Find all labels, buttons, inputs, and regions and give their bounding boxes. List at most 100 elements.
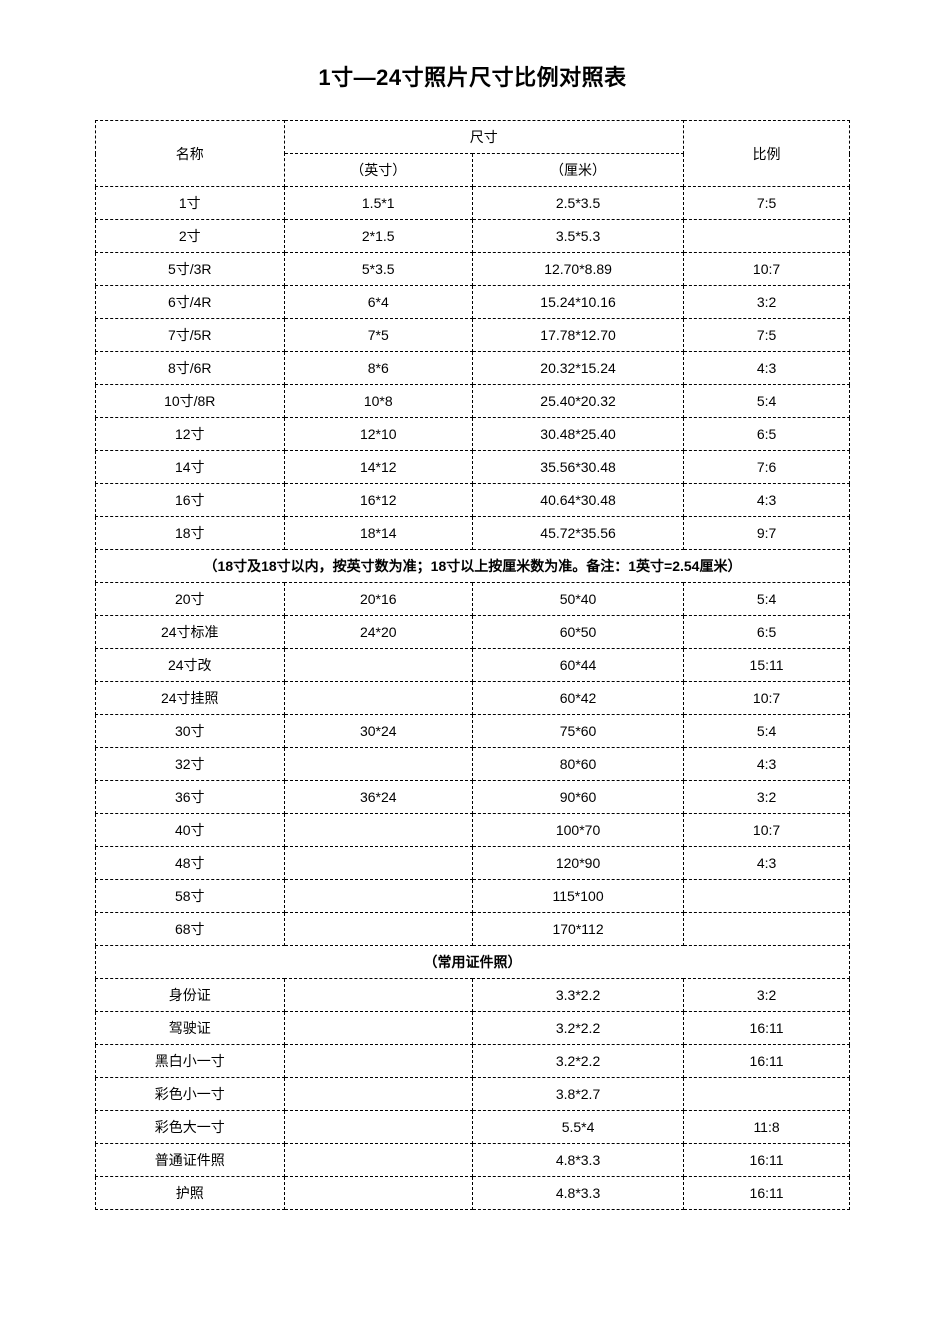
cell-cm: 30.48*25.40 — [473, 418, 684, 451]
cell-ratio: 15:11 — [684, 649, 850, 682]
cell-inch: 7*5 — [284, 319, 473, 352]
cell-ratio: 7:6 — [684, 451, 850, 484]
table-row: 16寸16*1240.64*30.484:3 — [96, 484, 850, 517]
cell-inch: 6*4 — [284, 286, 473, 319]
cell-name: 2寸 — [96, 220, 285, 253]
cell-name: 30寸 — [96, 715, 285, 748]
col-header-cm: （厘米） — [473, 154, 684, 187]
cell-name: 8寸/6R — [96, 352, 285, 385]
page-title: 1寸—24寸照片尺寸比例对照表 — [95, 60, 850, 92]
cell-ratio: 7:5 — [684, 187, 850, 220]
cell-name: 1寸 — [96, 187, 285, 220]
cell-inch — [284, 748, 473, 781]
cell-cm: 20.32*15.24 — [473, 352, 684, 385]
cell-name: 24寸改 — [96, 649, 285, 682]
cell-name: 18寸 — [96, 517, 285, 550]
table-row: 10寸/8R10*825.40*20.325:4 — [96, 385, 850, 418]
table-row: 32寸80*604:3 — [96, 748, 850, 781]
cell-name: 7寸/5R — [96, 319, 285, 352]
cell-name: 黑白小一寸 — [96, 1045, 285, 1078]
cell-inch: 12*10 — [284, 418, 473, 451]
page: 1寸—24寸照片尺寸比例对照表 名称尺寸比例（英寸）（厘米）1寸1.5*12.5… — [0, 0, 945, 1337]
cell-cm: 40.64*30.48 — [473, 484, 684, 517]
cell-inch: 36*24 — [284, 781, 473, 814]
cell-inch: 2*1.5 — [284, 220, 473, 253]
cell-cm: 35.56*30.48 — [473, 451, 684, 484]
cell-ratio: 3:2 — [684, 979, 850, 1012]
table-row: 彩色大一寸5.5*411:8 — [96, 1111, 850, 1144]
table-row: 58寸115*100 — [96, 880, 850, 913]
table-row: 驾驶证3.2*2.216:11 — [96, 1012, 850, 1045]
cell-cm: 60*42 — [473, 682, 684, 715]
cell-ratio: 10:7 — [684, 814, 850, 847]
cell-name: 40寸 — [96, 814, 285, 847]
cell-inch — [284, 1045, 473, 1078]
table-header-row: 名称尺寸比例 — [96, 121, 850, 154]
col-header-size: 尺寸 — [284, 121, 684, 154]
cell-ratio — [684, 913, 850, 946]
cell-inch — [284, 649, 473, 682]
table-row: 黑白小一寸3.2*2.216:11 — [96, 1045, 850, 1078]
cell-inch — [284, 847, 473, 880]
note-row-id-photos-cell: （常用证件照） — [96, 946, 850, 979]
cell-cm: 75*60 — [473, 715, 684, 748]
cell-name: 5寸/3R — [96, 253, 285, 286]
cell-inch — [284, 1078, 473, 1111]
cell-name: 16寸 — [96, 484, 285, 517]
cell-name: 58寸 — [96, 880, 285, 913]
cell-cm: 3.5*5.3 — [473, 220, 684, 253]
cell-inch: 30*24 — [284, 715, 473, 748]
cell-name: 48寸 — [96, 847, 285, 880]
table-row: 1寸1.5*12.5*3.57:5 — [96, 187, 850, 220]
cell-ratio: 4:3 — [684, 748, 850, 781]
cell-inch: 16*12 — [284, 484, 473, 517]
note-row-inch-cm-cell: （18寸及18寸以内，按英寸数为准；18寸以上按厘米数为准。备注：1英寸=2.5… — [96, 550, 850, 583]
cell-inch — [284, 979, 473, 1012]
table-row: 2寸2*1.53.5*5.3 — [96, 220, 850, 253]
cell-inch — [284, 682, 473, 715]
cell-inch — [284, 814, 473, 847]
cell-name: 护照 — [96, 1177, 285, 1210]
cell-name: 彩色小一寸 — [96, 1078, 285, 1111]
note-row-inch-cm: （18寸及18寸以内，按英寸数为准；18寸以上按厘米数为准。备注：1英寸=2.5… — [96, 550, 850, 583]
cell-cm: 4.8*3.3 — [473, 1144, 684, 1177]
table-row: 36寸36*2490*603:2 — [96, 781, 850, 814]
table-row: 48寸120*904:3 — [96, 847, 850, 880]
cell-ratio: 16:11 — [684, 1144, 850, 1177]
col-header-inch: （英寸） — [284, 154, 473, 187]
table-row: 30寸30*2475*605:4 — [96, 715, 850, 748]
cell-ratio: 9:7 — [684, 517, 850, 550]
table-row: 12寸12*1030.48*25.406:5 — [96, 418, 850, 451]
table-row: 彩色小一寸 3.8*2.7 — [96, 1078, 850, 1111]
cell-cm: 170*112 — [473, 913, 684, 946]
table-row: 18寸18*1445.72*35.569:7 — [96, 517, 850, 550]
cell-ratio: 10:7 — [684, 682, 850, 715]
cell-name: 10寸/8R — [96, 385, 285, 418]
table-row: 20寸20*1650*405:4 — [96, 583, 850, 616]
cell-cm: 3.3*2.2 — [473, 979, 684, 1012]
cell-cm: 60*50 — [473, 616, 684, 649]
note-row-id-photos: （常用证件照） — [96, 946, 850, 979]
cell-name: 24寸标准 — [96, 616, 285, 649]
cell-inch: 20*16 — [284, 583, 473, 616]
cell-name: 20寸 — [96, 583, 285, 616]
cell-ratio: 6:5 — [684, 616, 850, 649]
table-row: 7寸/5R7*517.78*12.707:5 — [96, 319, 850, 352]
cell-cm: 100*70 — [473, 814, 684, 847]
cell-cm: 60*44 — [473, 649, 684, 682]
cell-ratio: 16:11 — [684, 1177, 850, 1210]
cell-ratio: 10:7 — [684, 253, 850, 286]
cell-ratio — [684, 1078, 850, 1111]
cell-inch — [284, 1144, 473, 1177]
cell-ratio: 5:4 — [684, 385, 850, 418]
cell-cm: 3.8*2.7 — [473, 1078, 684, 1111]
cell-cm: 90*60 — [473, 781, 684, 814]
table-row: 5寸/3R5*3.512.70*8.8910:7 — [96, 253, 850, 286]
cell-ratio: 16:11 — [684, 1045, 850, 1078]
cell-cm: 15.24*10.16 — [473, 286, 684, 319]
cell-name: 彩色大一寸 — [96, 1111, 285, 1144]
table-row: 24寸挂照60*4210:7 — [96, 682, 850, 715]
cell-ratio: 4:3 — [684, 847, 850, 880]
cell-cm: 80*60 — [473, 748, 684, 781]
col-header-ratio: 比例 — [684, 121, 850, 187]
